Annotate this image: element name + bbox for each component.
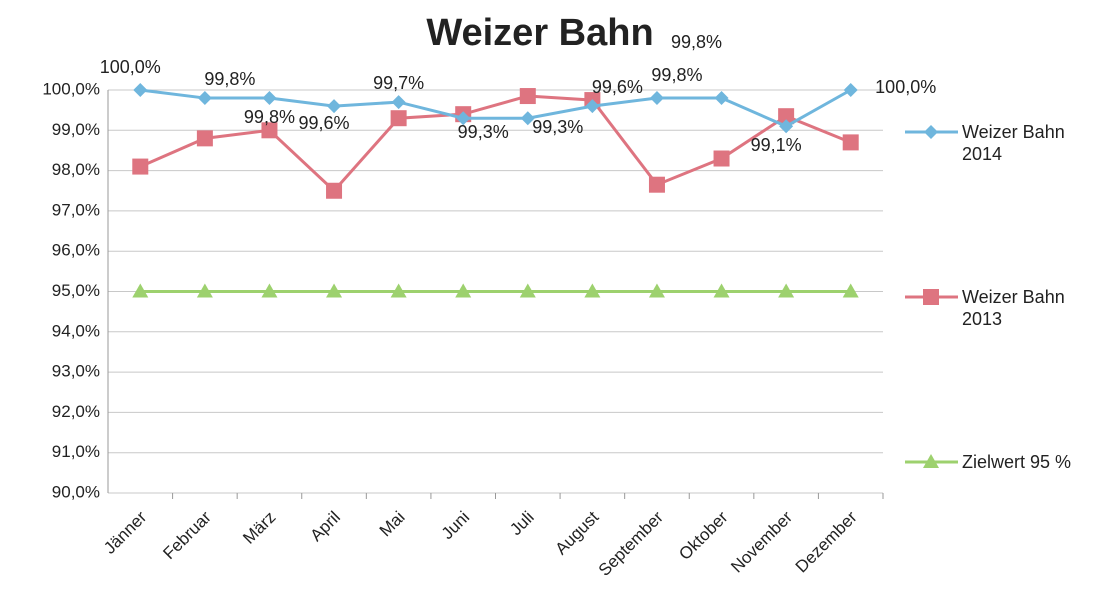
marker	[519, 88, 536, 105]
marker	[779, 119, 794, 134]
marker	[649, 91, 664, 106]
y-tick-label: 94,0%	[52, 321, 100, 340]
marker	[648, 176, 665, 193]
marker	[455, 283, 472, 298]
y-tick-label: 95,0%	[52, 281, 100, 300]
marker	[326, 182, 343, 199]
x-tick-label: Oktober	[675, 507, 731, 563]
legend-label: Zielwert 95 %	[962, 452, 1072, 472]
marker	[520, 111, 535, 126]
y-tick-label: 93,0%	[52, 362, 100, 381]
x-tick-label: Dezember	[792, 507, 861, 576]
chart-title: Weizer Bahn	[426, 12, 653, 54]
data-label: 99,8%	[651, 65, 702, 85]
marker	[842, 283, 859, 298]
x-tick-label: März	[239, 508, 279, 548]
data-label: 99,8%	[244, 107, 295, 127]
series-line	[139, 94, 852, 193]
data-label: 99,6%	[299, 113, 350, 133]
data-label: 99,8%	[671, 32, 722, 52]
marker	[456, 111, 471, 126]
marker	[584, 283, 601, 298]
data-label: 99,6%	[592, 77, 643, 97]
marker	[196, 130, 213, 147]
marker	[713, 150, 730, 167]
y-tick-label: 98,0%	[52, 160, 100, 179]
series-line	[140, 88, 852, 128]
marker	[197, 91, 212, 106]
x-tick-label: September	[595, 507, 667, 579]
marker	[261, 283, 278, 298]
marker	[327, 99, 342, 114]
marker	[842, 134, 859, 151]
marker	[262, 91, 277, 106]
data-label: 100,0%	[100, 57, 161, 77]
x-tick-label: August	[552, 507, 603, 558]
y-tick-label: 99,0%	[52, 120, 100, 139]
legend-label: Weizer Bahn 2014	[962, 122, 1065, 164]
marker	[713, 283, 730, 298]
marker	[519, 283, 536, 298]
marker	[132, 158, 149, 175]
marker	[196, 283, 213, 298]
y-tick-label: 100,0%	[42, 79, 100, 98]
marker	[585, 99, 600, 114]
data-label: 99,1%	[751, 135, 802, 155]
x-tick-label: April	[307, 508, 344, 545]
marker	[326, 283, 343, 298]
x-tick-label: November	[727, 507, 796, 576]
legend-label: Weizer Bahn 2013	[962, 287, 1065, 329]
data-label: 99,8%	[204, 69, 255, 89]
marker	[778, 283, 795, 298]
marker	[714, 91, 729, 106]
y-tick-label: 97,0%	[52, 200, 100, 219]
marker	[133, 83, 148, 97]
x-tick-label: Juli	[506, 508, 537, 539]
marker	[390, 283, 407, 298]
x-tick-label: Februar	[159, 507, 215, 563]
x-tick-label: Jänner	[100, 507, 150, 557]
data-label: 99,3%	[458, 122, 509, 142]
x-tick-label: Mai	[376, 508, 409, 541]
marker	[923, 454, 939, 468]
marker	[261, 122, 278, 139]
marker	[132, 283, 149, 298]
marker	[923, 289, 939, 305]
marker	[843, 83, 858, 97]
y-tick-label: 92,0%	[52, 402, 100, 421]
marker	[390, 110, 407, 127]
data-label: 99,3%	[532, 117, 583, 137]
data-label: 99,7%	[373, 73, 424, 93]
y-tick-label: 96,0%	[52, 241, 100, 260]
marker	[778, 108, 795, 125]
y-tick-label: 91,0%	[52, 442, 100, 461]
marker	[648, 283, 665, 298]
x-tick-label: Juni	[438, 508, 473, 543]
marker	[391, 95, 406, 110]
data-label: 100,0%	[875, 77, 936, 97]
y-tick-label: 90,0%	[52, 482, 100, 501]
marker	[924, 125, 938, 139]
